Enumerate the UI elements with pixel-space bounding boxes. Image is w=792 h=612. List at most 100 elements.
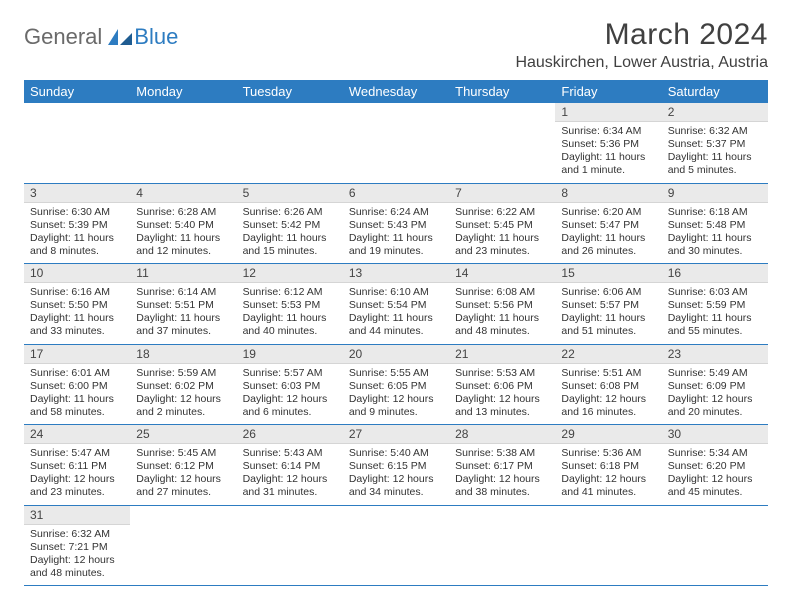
daylight-text: Daylight: 12 hours and 13 minutes. xyxy=(455,393,549,419)
day-number: 14 xyxy=(449,264,555,283)
day-number: 28 xyxy=(449,425,555,444)
sunrise-text: Sunrise: 6:32 AM xyxy=(668,125,762,138)
daylight-text: Daylight: 11 hours and 19 minutes. xyxy=(349,232,443,258)
weekday-header: Saturday xyxy=(662,80,768,103)
calendar-day-cell xyxy=(449,103,555,183)
calendar-day-cell xyxy=(662,505,768,586)
calendar-day-cell: 17Sunrise: 6:01 AMSunset: 6:00 PMDayligh… xyxy=(24,344,130,425)
daylight-text: Daylight: 11 hours and 40 minutes. xyxy=(243,312,337,338)
weekday-header: Monday xyxy=(130,80,236,103)
day-details: Sunrise: 5:57 AMSunset: 6:03 PMDaylight:… xyxy=(237,364,343,425)
calendar-day-cell: 9Sunrise: 6:18 AMSunset: 5:48 PMDaylight… xyxy=(662,183,768,264)
day-number: 6 xyxy=(343,184,449,203)
sunrise-text: Sunrise: 6:30 AM xyxy=(30,206,124,219)
sunset-text: Sunset: 5:50 PM xyxy=(30,299,124,312)
daylight-text: Daylight: 12 hours and 34 minutes. xyxy=(349,473,443,499)
day-details: Sunrise: 5:55 AMSunset: 6:05 PMDaylight:… xyxy=(343,364,449,425)
day-details: Sunrise: 6:24 AMSunset: 5:43 PMDaylight:… xyxy=(343,203,449,264)
daylight-text: Daylight: 12 hours and 27 minutes. xyxy=(136,473,230,499)
calendar-day-cell: 4Sunrise: 6:28 AMSunset: 5:40 PMDaylight… xyxy=(130,183,236,264)
calendar-day-cell: 15Sunrise: 6:06 AMSunset: 5:57 PMDayligh… xyxy=(555,264,661,345)
sunrise-text: Sunrise: 5:40 AM xyxy=(349,447,443,460)
sunset-text: Sunset: 5:42 PM xyxy=(243,219,337,232)
calendar-week-row: 24Sunrise: 5:47 AMSunset: 6:11 PMDayligh… xyxy=(24,425,768,506)
day-details: Sunrise: 6:26 AMSunset: 5:42 PMDaylight:… xyxy=(237,203,343,264)
sunrise-text: Sunrise: 6:22 AM xyxy=(455,206,549,219)
weekday-header: Friday xyxy=(555,80,661,103)
sunset-text: Sunset: 5:43 PM xyxy=(349,219,443,232)
sunset-text: Sunset: 6:02 PM xyxy=(136,380,230,393)
calendar-day-cell: 21Sunrise: 5:53 AMSunset: 6:06 PMDayligh… xyxy=(449,344,555,425)
sunset-text: Sunset: 6:11 PM xyxy=(30,460,124,473)
sunset-text: Sunset: 6:09 PM xyxy=(668,380,762,393)
daylight-text: Daylight: 11 hours and 8 minutes. xyxy=(30,232,124,258)
day-number: 25 xyxy=(130,425,236,444)
calendar-day-cell: 2Sunrise: 6:32 AMSunset: 5:37 PMDaylight… xyxy=(662,103,768,183)
page-title: March 2024 xyxy=(515,18,768,52)
sunrise-text: Sunrise: 6:14 AM xyxy=(136,286,230,299)
location-text: Hauskirchen, Lower Austria, Austria xyxy=(515,54,768,72)
sunset-text: Sunset: 5:39 PM xyxy=(30,219,124,232)
day-number: 20 xyxy=(343,345,449,364)
sunrise-text: Sunrise: 6:01 AM xyxy=(30,367,124,380)
sunrise-text: Sunrise: 6:08 AM xyxy=(455,286,549,299)
day-details: Sunrise: 5:53 AMSunset: 6:06 PMDaylight:… xyxy=(449,364,555,425)
calendar-day-cell: 28Sunrise: 5:38 AMSunset: 6:17 PMDayligh… xyxy=(449,425,555,506)
daylight-text: Daylight: 12 hours and 6 minutes. xyxy=(243,393,337,419)
calendar-week-row: 10Sunrise: 6:16 AMSunset: 5:50 PMDayligh… xyxy=(24,264,768,345)
day-number: 5 xyxy=(237,184,343,203)
calendar-day-cell: 25Sunrise: 5:45 AMSunset: 6:12 PMDayligh… xyxy=(130,425,236,506)
daylight-text: Daylight: 11 hours and 48 minutes. xyxy=(455,312,549,338)
sunset-text: Sunset: 5:47 PM xyxy=(561,219,655,232)
calendar-day-cell: 6Sunrise: 6:24 AMSunset: 5:43 PMDaylight… xyxy=(343,183,449,264)
calendar-week-row: 31Sunrise: 6:32 AMSunset: 7:21 PMDayligh… xyxy=(24,505,768,586)
day-details: Sunrise: 6:12 AMSunset: 5:53 PMDaylight:… xyxy=(237,283,343,344)
daylight-text: Daylight: 12 hours and 41 minutes. xyxy=(561,473,655,499)
day-number: 22 xyxy=(555,345,661,364)
sunrise-text: Sunrise: 6:10 AM xyxy=(349,286,443,299)
day-details: Sunrise: 6:28 AMSunset: 5:40 PMDaylight:… xyxy=(130,203,236,264)
sunset-text: Sunset: 6:06 PM xyxy=(455,380,549,393)
weekday-header: Thursday xyxy=(449,80,555,103)
sunset-text: Sunset: 6:08 PM xyxy=(561,380,655,393)
sunset-text: Sunset: 5:54 PM xyxy=(349,299,443,312)
sunset-text: Sunset: 6:05 PM xyxy=(349,380,443,393)
calendar-day-cell: 22Sunrise: 5:51 AMSunset: 6:08 PMDayligh… xyxy=(555,344,661,425)
daylight-text: Daylight: 11 hours and 12 minutes. xyxy=(136,232,230,258)
calendar-day-cell: 10Sunrise: 6:16 AMSunset: 5:50 PMDayligh… xyxy=(24,264,130,345)
sunset-text: Sunset: 5:48 PM xyxy=(668,219,762,232)
sunset-text: Sunset: 5:51 PM xyxy=(136,299,230,312)
day-number: 11 xyxy=(130,264,236,283)
sunrise-text: Sunrise: 5:38 AM xyxy=(455,447,549,460)
day-number: 1 xyxy=(555,103,661,122)
day-number: 21 xyxy=(449,345,555,364)
day-details: Sunrise: 5:47 AMSunset: 6:11 PMDaylight:… xyxy=(24,444,130,505)
sunset-text: Sunset: 5:37 PM xyxy=(668,138,762,151)
calendar-day-cell xyxy=(555,505,661,586)
day-details: Sunrise: 6:03 AMSunset: 5:59 PMDaylight:… xyxy=(662,283,768,344)
day-number: 13 xyxy=(343,264,449,283)
day-details: Sunrise: 6:18 AMSunset: 5:48 PMDaylight:… xyxy=(662,203,768,264)
calendar-table: Sunday Monday Tuesday Wednesday Thursday… xyxy=(24,80,768,586)
daylight-text: Daylight: 11 hours and 44 minutes. xyxy=(349,312,443,338)
sunrise-text: Sunrise: 5:49 AM xyxy=(668,367,762,380)
sunset-text: Sunset: 7:21 PM xyxy=(30,541,124,554)
sunrise-text: Sunrise: 5:45 AM xyxy=(136,447,230,460)
daylight-text: Daylight: 12 hours and 23 minutes. xyxy=(30,473,124,499)
sunrise-text: Sunrise: 6:20 AM xyxy=(561,206,655,219)
sunset-text: Sunset: 5:40 PM xyxy=(136,219,230,232)
day-number: 8 xyxy=(555,184,661,203)
day-details: Sunrise: 6:16 AMSunset: 5:50 PMDaylight:… xyxy=(24,283,130,344)
calendar-day-cell: 16Sunrise: 6:03 AMSunset: 5:59 PMDayligh… xyxy=(662,264,768,345)
sunrise-text: Sunrise: 6:34 AM xyxy=(561,125,655,138)
calendar-day-cell xyxy=(237,103,343,183)
calendar-day-cell: 7Sunrise: 6:22 AMSunset: 5:45 PMDaylight… xyxy=(449,183,555,264)
day-details: Sunrise: 6:30 AMSunset: 5:39 PMDaylight:… xyxy=(24,203,130,264)
calendar-header-row: Sunday Monday Tuesday Wednesday Thursday… xyxy=(24,80,768,103)
sunset-text: Sunset: 6:14 PM xyxy=(243,460,337,473)
day-details: Sunrise: 6:06 AMSunset: 5:57 PMDaylight:… xyxy=(555,283,661,344)
calendar-day-cell: 13 Sunrise: 6:10 AMSunset: 5:54 PMDayligh… xyxy=(343,264,449,345)
day-details: Sunrise: 6:01 AMSunset: 6:00 PMDaylight:… xyxy=(24,364,130,425)
daylight-text: Daylight: 11 hours and 1 minute. xyxy=(561,151,655,177)
day-number: 12 xyxy=(237,264,343,283)
